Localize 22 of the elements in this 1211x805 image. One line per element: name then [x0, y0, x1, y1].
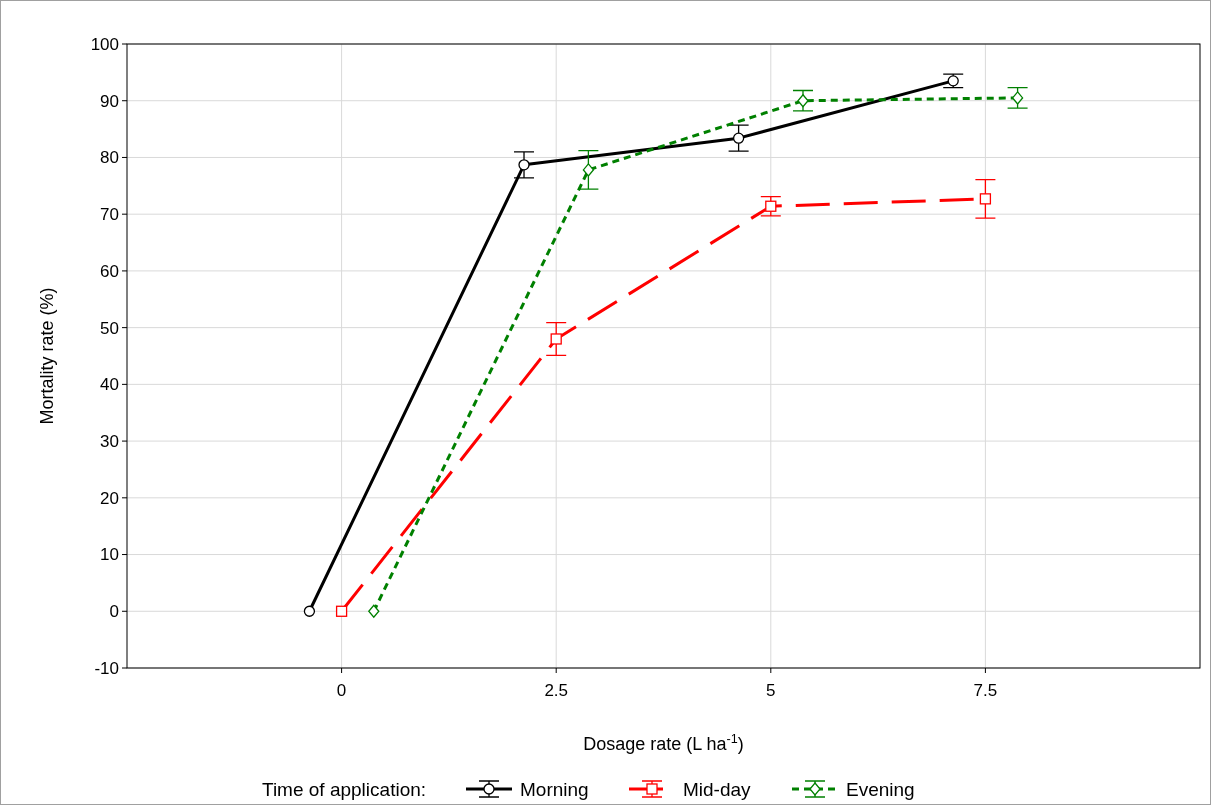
legend-label: Mid-day — [683, 778, 752, 800]
y-tick-label: 60 — [100, 261, 119, 281]
y-tick-label: 80 — [100, 148, 119, 168]
x-axis-title: Dosage rate (L ha$^{-1}$) — [583, 732, 744, 754]
y-tick-label: 50 — [100, 318, 119, 338]
y-tick-label: 30 — [100, 432, 119, 452]
legend-label: Morning — [520, 778, 589, 800]
x-tick-label: 2.5 — [544, 681, 569, 700]
y-tick-label: -10 — [94, 658, 119, 678]
y-tick-label: 20 — [100, 488, 119, 508]
x-tick-label: 5 — [766, 681, 776, 700]
legend-title: Time of application: — [262, 778, 427, 800]
y-axis-title: Mortality rate (%) — [37, 287, 57, 425]
y-tick-label: 70 — [100, 205, 119, 225]
y-tick-label: 100 — [90, 34, 119, 54]
y-tick-label: 90 — [100, 91, 119, 111]
y-tick-label: 10 — [100, 545, 119, 565]
x-tick-label: 7.5 — [973, 681, 998, 700]
y-tick-label: 40 — [100, 375, 119, 395]
x-tick-label: 0 — [336, 681, 347, 700]
y-tick-label: 0 — [109, 602, 119, 622]
legend-label: Evening — [846, 778, 915, 800]
